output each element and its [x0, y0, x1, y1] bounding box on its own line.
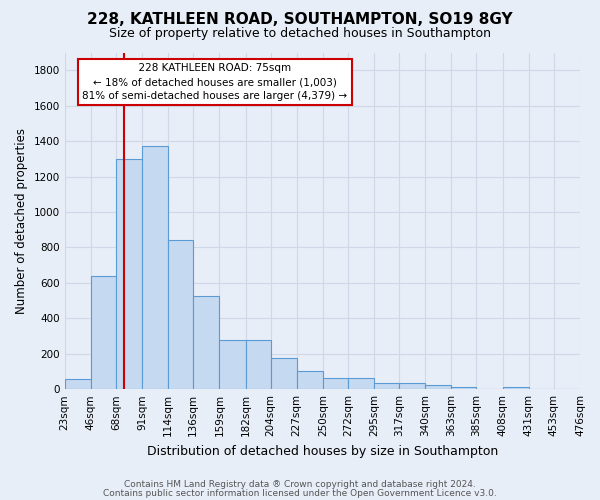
- Bar: [348, 378, 374, 389]
- Bar: [142, 146, 168, 389]
- X-axis label: Distribution of detached houses by size in Southampton: Distribution of detached houses by size …: [147, 444, 498, 458]
- Bar: [374, 382, 399, 389]
- Text: 228 KATHLEEN ROAD: 75sqm  
← 18% of detached houses are smaller (1,003)
81% of s: 228 KATHLEEN ROAD: 75sqm ← 18% of detach…: [82, 63, 347, 101]
- Bar: [193, 296, 220, 389]
- Bar: [168, 240, 193, 389]
- Bar: [65, 380, 91, 389]
- Bar: [451, 386, 476, 389]
- Bar: [271, 358, 297, 389]
- Bar: [297, 370, 323, 389]
- Bar: [245, 340, 271, 389]
- Bar: [91, 276, 116, 389]
- Bar: [425, 385, 451, 389]
- Text: Contains public sector information licensed under the Open Government Licence v3: Contains public sector information licen…: [103, 489, 497, 498]
- Text: Contains HM Land Registry data ® Crown copyright and database right 2024.: Contains HM Land Registry data ® Crown c…: [124, 480, 476, 489]
- Bar: [399, 382, 425, 389]
- Text: 228, KATHLEEN ROAD, SOUTHAMPTON, SO19 8GY: 228, KATHLEEN ROAD, SOUTHAMPTON, SO19 8G…: [87, 12, 513, 28]
- Text: Size of property relative to detached houses in Southampton: Size of property relative to detached ho…: [109, 28, 491, 40]
- Bar: [116, 159, 142, 389]
- Bar: [503, 387, 529, 389]
- Bar: [323, 378, 348, 389]
- Bar: [220, 340, 245, 389]
- Y-axis label: Number of detached properties: Number of detached properties: [15, 128, 28, 314]
